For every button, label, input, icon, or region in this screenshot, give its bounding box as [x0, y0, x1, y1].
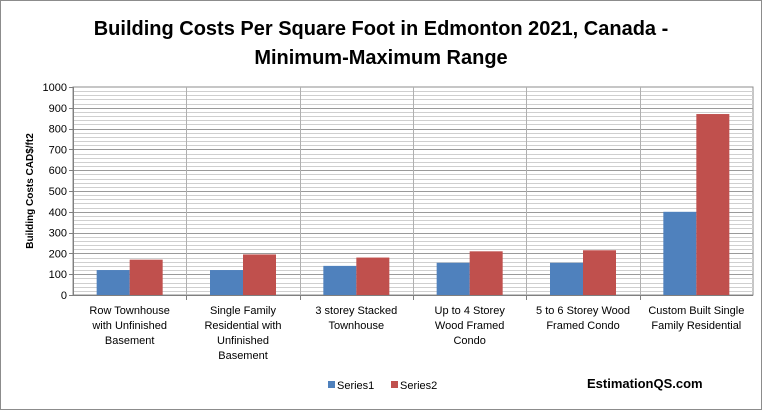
x-category-label: 5 to 6 Storey Wood Framed Condo [536, 305, 630, 332]
legend: Series1 Series2 [328, 380, 437, 392]
bar-series1-1 [96, 270, 130, 295]
x-category-label: 3 storey Stacked Townhouse [315, 305, 397, 332]
bar-series2-3 [356, 257, 390, 295]
legend-label-series1: Series1 [337, 380, 374, 392]
chart-title-line: Building Costs Per Square Foot in Edmont… [94, 18, 669, 40]
bar-series2-4 [469, 251, 503, 295]
bar-series2-2 [243, 254, 276, 295]
bars [96, 114, 730, 295]
watermark-text: EstimationQS.com [587, 376, 703, 391]
y-tick-label: 200 [49, 248, 67, 260]
y-tick-label: 400 [49, 207, 67, 219]
bar-series1-2 [210, 270, 243, 295]
y-tick-label: 500 [49, 186, 67, 198]
y-axis-label: Building Costs CAD$/ft2 [25, 133, 36, 249]
bar-series2-1 [129, 259, 163, 295]
y-tick-label: 700 [49, 144, 67, 156]
x-category-label: Single Family Residential with Unfinished B… [204, 305, 281, 362]
y-tick-label: 800 [49, 124, 67, 136]
chart-title: Building Costs Per Square Foot in Edmont… [94, 18, 669, 69]
bar-series1-5 [550, 262, 583, 295]
y-tick-label: 900 [49, 103, 67, 115]
legend-swatch-series2 [391, 381, 398, 388]
bar-series2-6 [696, 114, 730, 295]
legend-label-series2: Series2 [400, 380, 437, 392]
x-category-label: Row Townhouse with Unfinished Basement [89, 305, 170, 347]
x-axis-categories: Row Townhouse with Unfinished Basement Sing… [89, 295, 744, 362]
legend-swatch-series1 [328, 381, 335, 388]
bar-series1-4 [436, 262, 470, 295]
x-category-label: Up to 4 Storey Wood Framed Condo [435, 305, 506, 347]
bar-series2-5 [583, 250, 616, 295]
y-axis-ticks: 0 100 200 300 400 500 600 700 800 900 1000 [43, 82, 73, 302]
y-tick-label: 300 [49, 228, 67, 240]
y-tick-label: 1000 [43, 82, 67, 94]
bar-series1-3 [323, 265, 357, 295]
bar-series1-6 [663, 211, 697, 295]
y-tick-label: 100 [49, 269, 67, 281]
y-tick-label: 600 [49, 165, 67, 177]
x-category-label: Custom Built Single Family Residential [648, 305, 744, 332]
gridlines [73, 87, 753, 295]
y-tick-label: 0 [61, 290, 67, 302]
chart-title-line: Minimum-Maximum Range [254, 47, 507, 69]
